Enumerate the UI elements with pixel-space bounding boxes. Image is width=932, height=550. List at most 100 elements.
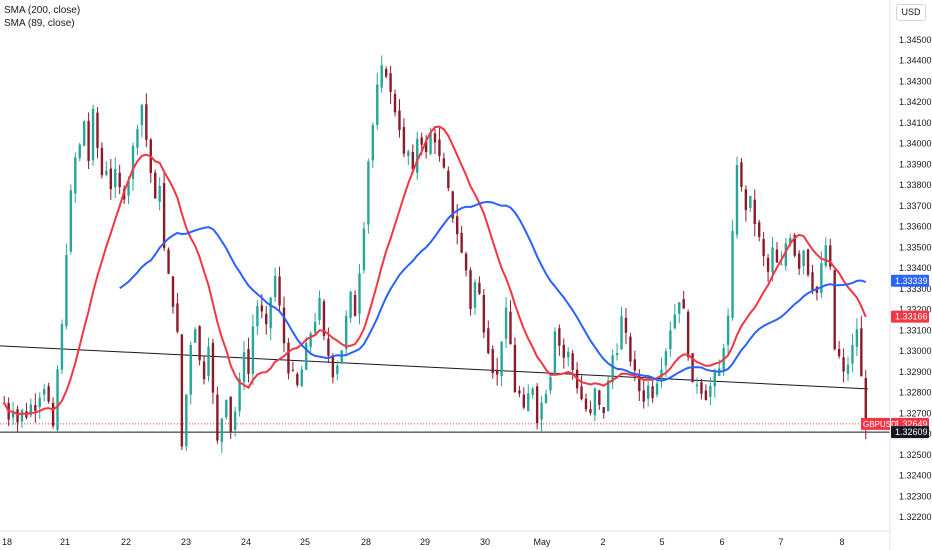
candle-body — [247, 349, 250, 374]
candle-body — [775, 249, 779, 263]
candle-body — [167, 249, 170, 274]
time-tick-label: 29 — [420, 537, 430, 547]
price-axis[interactable]: 1.34500 1.34400 1.34300 1.34200 1.34100 1.340… — [899, 35, 932, 522]
price-badge-value: 1.33166 — [895, 312, 928, 322]
candle-body — [402, 127, 406, 154]
candle-body — [646, 385, 650, 399]
candle-body — [309, 333, 312, 347]
candle-body — [527, 393, 530, 412]
time-tick-label: 25 — [300, 537, 310, 547]
candle-body — [740, 162, 743, 187]
candle-body — [491, 349, 494, 374]
time-tick-label: 6 — [719, 537, 724, 547]
time-tick-label: May — [533, 537, 551, 547]
time-tick-label: 22 — [121, 537, 131, 547]
candle-body — [384, 69, 388, 77]
candle-body — [380, 65, 383, 88]
price-tick-label: 1.32700 — [899, 408, 932, 418]
time-tick-label: 5 — [659, 537, 664, 547]
candle-body — [504, 307, 508, 339]
symbol-badge-label: GBPUSD — [863, 420, 897, 429]
candle-body — [331, 355, 335, 378]
candle-body — [695, 384, 699, 387]
candle-body — [864, 378, 867, 428]
symbol-badge — [861, 417, 890, 430]
candle-body — [193, 329, 197, 343]
candle-body — [820, 263, 823, 294]
candle-body — [202, 361, 206, 380]
legend-sma89[interactable]: SMA (89, close) — [4, 18, 75, 29]
candle-body — [420, 137, 423, 145]
legend-sma200[interactable]: SMA (200, close) — [4, 5, 81, 16]
candle-body — [216, 394, 219, 441]
candle-body — [273, 275, 277, 298]
candle-body — [416, 138, 419, 173]
candle-body — [287, 342, 290, 374]
candle-body — [225, 400, 228, 418]
candle-body — [340, 350, 343, 364]
candle-body — [211, 342, 215, 393]
candle-body — [371, 125, 375, 161]
candle-body — [731, 231, 734, 318]
time-tick-label: 23 — [181, 537, 191, 547]
candle-body — [584, 398, 588, 410]
time-axis[interactable]: 18 21 22 23 24 25 28 29 30 May 2 5 6 7 8 — [2, 537, 845, 547]
time-tick-label: 28 — [361, 537, 371, 547]
price-tick-label: 1.33900 — [899, 159, 932, 169]
candle-body — [664, 351, 668, 366]
candle-body — [709, 385, 712, 397]
candle-body — [451, 191, 454, 219]
candle-body — [176, 303, 179, 332]
candle-body — [344, 315, 348, 350]
candle-body — [105, 170, 108, 175]
candle-body — [438, 139, 441, 157]
candle-body — [766, 257, 770, 272]
candle-body — [549, 376, 552, 391]
candle-body — [624, 317, 628, 333]
candle-body — [91, 108, 95, 161]
candle-body — [260, 305, 263, 312]
price-tick-label: 1.34200 — [899, 97, 932, 107]
price-tick-label: 1.33300 — [899, 284, 932, 294]
candle-body — [447, 170, 450, 189]
candle-body — [56, 369, 59, 430]
candle-body — [700, 382, 703, 394]
candle-body — [100, 147, 104, 176]
candle-body — [460, 232, 463, 253]
candle-body — [797, 253, 801, 269]
candle-body — [251, 326, 255, 374]
price-tick-label: 1.33000 — [899, 346, 932, 356]
candle-body — [140, 104, 144, 126]
candle-body — [242, 352, 246, 383]
trendline[interactable] — [0, 345, 869, 390]
price-badge-value: 1.33339 — [895, 276, 928, 286]
candle-body — [638, 373, 641, 392]
currency-button[interactable]: USD — [896, 4, 926, 21]
candle-body — [562, 344, 565, 358]
candle-body — [367, 161, 370, 225]
price-badge — [891, 310, 929, 323]
candle-body — [553, 331, 557, 374]
candle-body — [300, 369, 303, 387]
price-tick-label: 1.33500 — [899, 242, 932, 252]
price-tick-label: 1.32300 — [899, 491, 932, 501]
candle-body — [207, 346, 210, 376]
candle-body — [860, 328, 863, 377]
candle-body — [87, 120, 90, 162]
candle-body — [118, 172, 121, 188]
candle-body — [51, 402, 55, 426]
candle-body — [180, 334, 184, 447]
candle-body — [127, 181, 130, 196]
candle-body — [171, 276, 175, 307]
candle-body — [131, 145, 135, 179]
price-tick-label: 1.33100 — [899, 325, 932, 335]
candle-body — [678, 302, 681, 314]
candle-body — [20, 409, 24, 422]
candle-body — [291, 369, 295, 371]
price-tick-label: 1.33700 — [899, 201, 932, 211]
candle-body — [567, 351, 570, 358]
indicator-legend: SMA (200, close) SMA (89, close) — [4, 4, 80, 30]
candle-body — [509, 311, 512, 345]
